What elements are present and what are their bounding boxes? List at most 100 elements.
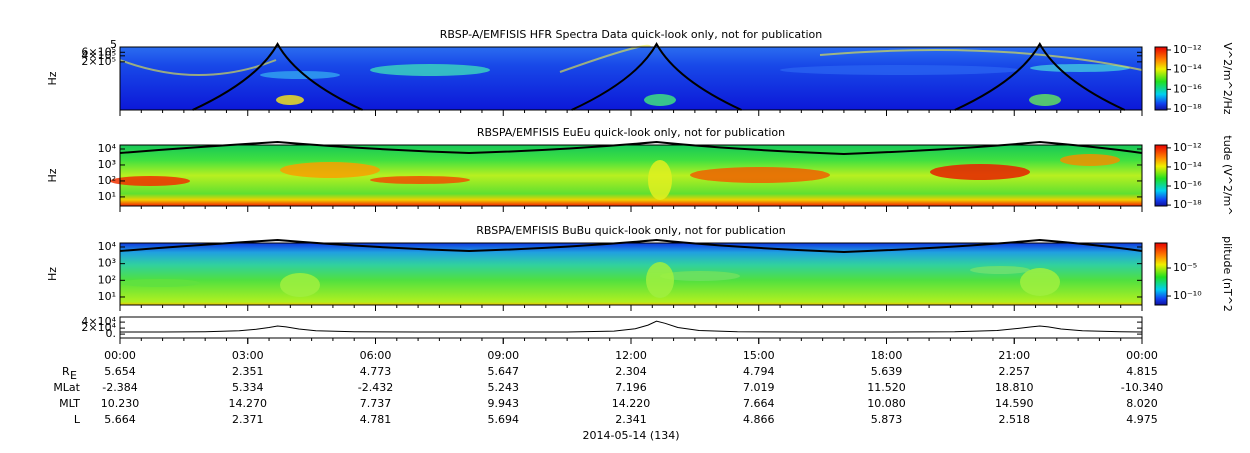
ephemeris-value: 5.334 [232,381,264,394]
clipped-tick-label: 5 [110,38,117,51]
ephemeris-value: -2.384 [102,381,137,394]
plasma-curve [954,41,1126,111]
spectral-feature [930,164,1030,180]
y-axis-label: Hz [46,168,59,182]
spectral-feature [970,266,1030,274]
spectral-feature [1030,64,1130,72]
x-tick-label: 21:00 [998,349,1030,362]
spectrogram-features [110,154,1120,200]
ephemeris-value: 14.590 [995,397,1034,410]
y-tick-label: 2×10⁵ [81,55,116,68]
ephemeris-value: 4.773 [360,365,392,378]
spectral-feature [370,64,490,76]
ephemeris-label: R [62,365,70,378]
ephemeris-value: 2.341 [615,413,647,426]
ephemeris-value: 2.518 [999,413,1031,426]
y-axis-label: Hz [46,267,59,281]
colorbar [1154,46,1168,111]
panel-title: RBSPA/EMFISIS BuBu quick-look only, not … [476,224,786,237]
panel-title: RBSP-A/EMFISIS HFR Spectra Data quick-lo… [440,28,823,41]
spectral-feature [110,176,190,186]
x-tick-label: 15:00 [743,349,775,362]
y-axis-label: Hz [46,71,59,85]
ephemeris-value: 9.943 [488,397,520,410]
spectral-feature [260,71,340,79]
spectral-feature [276,95,304,105]
colorbar-tick-label: 10⁻¹² [1173,141,1202,154]
plot-frame [119,316,1143,339]
y-tick-label: 10² [98,273,116,286]
colorbar-label: plitude (nT^2 [1221,236,1234,312]
y-tick-label: 10⁴ [98,142,117,155]
spectral-feature [1060,154,1120,166]
plasma-curve [119,140,1143,156]
colorbar-tick-label: 10⁻¹² [1173,43,1202,56]
spectrogram-image [120,47,1142,110]
spectral-feature [120,279,200,287]
ephemeris-value: 4.781 [360,413,392,426]
ephemeris-label: MLT [59,397,80,410]
ephemeris-subscript: E [70,369,77,382]
spectrogram-image [120,243,1142,305]
colorbar-tick-label: 10⁻¹⁸ [1173,102,1202,115]
ephemeris-value: 5.647 [488,365,520,378]
ephemeris-value: 7.664 [743,397,775,410]
ephemeris-value: 8.020 [1126,397,1158,410]
x-tick-label: 12:00 [615,349,647,362]
colorbar-tick-label: 10⁻¹⁶ [1173,179,1202,192]
colorbar-tick-label: 10⁻¹⁶ [1173,82,1202,95]
y-tick-label: 10² [98,174,116,187]
colorbar-tick-label: 10⁻¹⁴ [1173,63,1202,76]
spectral-feature [644,94,676,106]
y-tick-label: 10³ [98,257,116,270]
ephemeris-value: 4.975 [1126,413,1158,426]
ephemeris-value: 2.257 [999,365,1031,378]
y-tick-label: 6×10⁵ [81,45,116,58]
ephemeris-value: 2.351 [232,365,264,378]
colorbar [1154,242,1168,306]
x-tick-label: 09:00 [487,349,519,362]
spectral-feature [370,176,470,184]
spectral-feature [690,167,830,183]
colorbar-tick-label: 10⁻⁵ [1173,261,1197,274]
ephemeris-value: 10.230 [101,397,140,410]
x-tick-label: 00:00 [1126,349,1158,362]
y-tick-label: 10³ [98,158,116,171]
x-tick-label: 03:00 [232,349,264,362]
ephemeris-value: 5.243 [488,381,520,394]
y-tick-label: 10¹ [98,190,116,203]
x-tick-label: 00:00 [104,349,136,362]
y-tick-label: 2×10⁴ [81,321,116,334]
ephemeris-value: -10.340 [1121,381,1163,394]
y-tick-label: 4×10⁵ [81,49,116,62]
spectral-feature [646,262,674,298]
ephemeris-value: 10.080 [867,397,906,410]
spectral-feature [780,65,1020,75]
ephemeris-value: 5.694 [488,413,520,426]
ephemeris-label: MLat [53,381,80,394]
ephemeris-value: 2.371 [232,413,264,426]
ephemeris-value: 4.815 [1126,365,1158,378]
line [120,320,1143,333]
colorbar-tick-label: 10⁻¹⁰ [1173,289,1202,302]
ephemeris-value: 4.794 [743,365,775,378]
spectral-feature [660,271,740,281]
colorbar-tick-label: 10⁻¹⁴ [1173,160,1202,173]
ephemeris-value: -2.432 [358,381,393,394]
colorbar [1154,144,1168,207]
plasma-curve [192,41,363,111]
y-tick-label: 10¹ [98,290,116,303]
spectrogram-features [120,262,1060,298]
spectral-feature [1029,94,1061,106]
x-tick-label: 18:00 [871,349,903,362]
ephemeris-value: 5.873 [871,413,903,426]
spectral-feature [280,162,380,178]
ephemeris-value: 11.520 [867,381,906,394]
ephemeris-value: 14.220 [612,397,651,410]
ephemeris-value: 5.639 [871,365,903,378]
ephemeris-value: 7.019 [743,381,775,394]
y-tick-label: 0. [106,327,117,340]
ephemeris-value: 4.866 [743,413,775,426]
